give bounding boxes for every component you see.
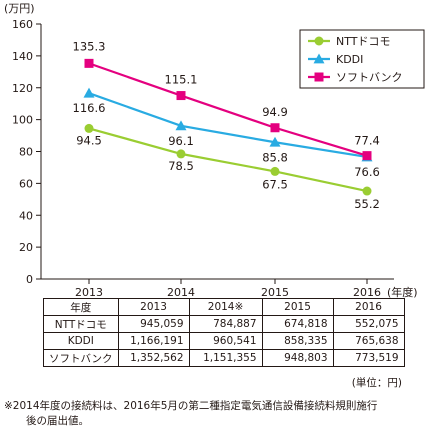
legend-label: ソフトバンク [336, 71, 403, 84]
table-row: NTTドコモ 945,059 784,887 674,818 552,075 [43, 315, 405, 333]
data-label: 96.1 [168, 134, 194, 148]
table-cell: 784,887 [188, 315, 263, 333]
x-tick-label: 2013 [75, 286, 103, 299]
data-label: 85.8 [262, 150, 288, 164]
data-label: 135.3 [73, 39, 106, 53]
table-cell: 858,335 [261, 332, 334, 350]
table-cell: 1,151,355 [188, 349, 263, 367]
data-point-circle [270, 166, 280, 176]
series-line-triangle [88, 92, 368, 159]
table-header-cell: 年度 [43, 298, 119, 316]
table-cell: 674,818 [261, 315, 334, 333]
legend-marker-triangle [313, 53, 325, 64]
table-cell: 765,638 [332, 332, 405, 350]
data-label: 67.5 [262, 177, 288, 191]
data-label: 77.4 [354, 134, 380, 148]
line-chart: 0 20 40 60 80 100 120 140 160 (万円) 2013 2014 2015 201… [4, 2, 425, 299]
data-point-square [362, 151, 372, 161]
y-tick-label: 0 [26, 273, 33, 286]
data-table: 年度 2013 2014※ 2015 2016 NTTドコモ 945,059 7… [43, 298, 405, 367]
x-tick-label: 2015 [261, 286, 289, 299]
y-axis-unit: (万円) [4, 2, 35, 15]
y-tick-label: 140 [12, 50, 33, 63]
data-point-triangle [83, 87, 95, 98]
y-tick-label: 40 [19, 209, 33, 222]
table-row-label: ソフトバンク [43, 349, 119, 367]
table-header-cell: 2013 [117, 298, 190, 316]
data-label: 55.2 [354, 197, 380, 211]
table-header-cell: 2015 [261, 298, 334, 316]
series-line-circle [88, 127, 368, 193]
table-cell: 773,519 [332, 349, 405, 367]
data-label: 115.1 [165, 73, 198, 87]
y-tick-label: 100 [12, 114, 33, 127]
footnote-line: ※2014年度の接続料は、2016年5月の第二種指定電気通信設備接続料規則施行 [4, 400, 378, 412]
legend-marker-square [314, 72, 324, 82]
table-cell: 945,059 [117, 315, 190, 333]
data-label: 116.6 [73, 101, 106, 115]
legend-label: NTTドコモ [336, 35, 390, 48]
x-tick-label: 2014 [167, 286, 195, 299]
table-header-row: 年度 2013 2014※ 2015 2016 [43, 298, 405, 316]
y-tick-label: 160 [12, 18, 33, 31]
data-label: 94.5 [76, 133, 102, 147]
data-label: 94.9 [262, 105, 288, 119]
legend-label: KDDI [336, 53, 363, 66]
footnote-line: 後の届出値。 [26, 415, 89, 427]
table-cell: 960,541 [188, 332, 263, 350]
table-row-label: KDDI [43, 332, 119, 350]
table-header-cell: 2016 [332, 298, 405, 316]
data-point-triangle [175, 120, 187, 131]
y-tick-label: 60 [19, 177, 33, 190]
data-point-square [84, 58, 94, 68]
table-row-label: NTTドコモ [43, 315, 119, 333]
data-label: 76.6 [354, 165, 380, 179]
footnote: ※2014年度の接続料は、2016年5月の第二種指定電気通信設備接続料規則施行 … [4, 399, 436, 429]
y-tick-label: 80 [19, 146, 33, 159]
table-cell: 1,166,191 [117, 332, 190, 350]
data-point-circle [84, 123, 94, 133]
data-point-square [270, 123, 280, 133]
table-cell: 552,075 [332, 315, 405, 333]
data-point-circle [176, 149, 186, 159]
series-line-square [88, 62, 368, 157]
data-point-square [176, 91, 186, 101]
table-row: KDDI 1,166,191 960,541 858,335 765,638 [43, 332, 405, 350]
legend-marker-circle [314, 36, 324, 46]
data-point-circle [362, 186, 372, 196]
table-cell: 948,803 [261, 349, 334, 367]
y-tick-label: 120 [12, 82, 33, 95]
table-row: ソフトバンク 1,352,562 1,151,355 948,803 773,5… [43, 349, 405, 367]
data-label: 78.5 [168, 159, 194, 173]
y-tick-label: 20 [19, 241, 33, 254]
table-unit-label: (単位：円) [351, 377, 402, 389]
table-header-cell: 2014※ [188, 298, 263, 316]
table-cell: 1,352,562 [117, 349, 190, 367]
x-tick-label: 2016 [353, 286, 381, 299]
x-axis-unit: (年度) [387, 285, 418, 299]
data-point-triangle [269, 136, 281, 147]
